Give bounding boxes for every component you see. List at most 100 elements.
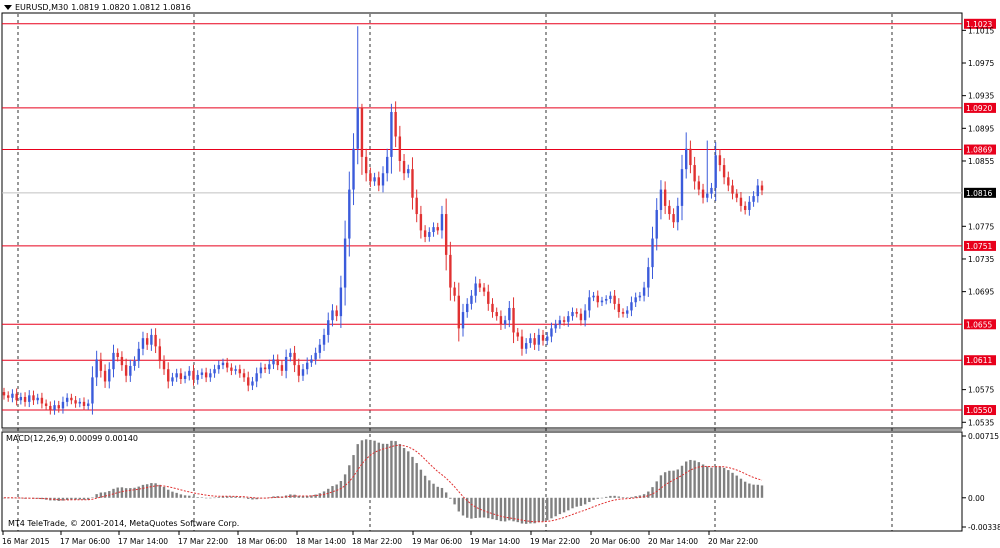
candle-body: [108, 369, 111, 382]
macd-histogram-bar: [571, 497, 574, 509]
candle-body: [335, 310, 338, 317]
candle-body: [609, 295, 612, 299]
macd-histogram-bar: [617, 496, 621, 498]
candle-body: [141, 338, 145, 349]
macd-histogram-bar: [722, 467, 726, 498]
macd-histogram-bar: [579, 497, 583, 506]
time-tick-label: 17 Mar 14:00: [118, 537, 168, 546]
macd-histogram-bar: [171, 491, 174, 498]
macd-histogram-bar: [335, 484, 338, 498]
candle-body: [251, 381, 254, 386]
candle-body: [188, 370, 191, 376]
macd-histogram-bar: [516, 497, 519, 523]
candle-body: [482, 287, 486, 292]
macd-histogram-bar: [689, 459, 692, 498]
candle-body: [78, 401, 81, 404]
price-level-tag: [964, 18, 996, 29]
candle-body: [685, 148, 688, 170]
candle-body: [369, 173, 372, 182]
candle-body: [604, 298, 608, 301]
candle-body: [2, 392, 6, 396]
candle-body: [99, 359, 103, 371]
chart-title[interactable]: EURUSD,M30 1.0819 1.0820 1.0812 1.0816: [4, 3, 191, 12]
macd-histogram-bar: [95, 494, 98, 498]
candle-body: [183, 375, 187, 380]
time-tick-label: 19 Mar 22:00: [530, 537, 580, 546]
candle-body: [179, 373, 183, 380]
macd-histogram-bar: [242, 497, 246, 499]
macd-indicator: [2, 439, 764, 524]
macd-histogram-bar: [752, 484, 755, 498]
candle-body: [432, 227, 435, 233]
macd-histogram-bar: [398, 444, 402, 498]
candle-body: [36, 397, 39, 401]
candle-body: [659, 189, 663, 210]
macd-histogram-bar: [626, 497, 629, 498]
macd-histogram-bar: [360, 440, 364, 498]
macd-histogram-bar: [343, 474, 347, 498]
macd-histogram-bar: [158, 484, 162, 498]
macd-histogram-bar: [592, 497, 595, 500]
macd-histogram-bar: [373, 440, 376, 498]
price-tick-label: 1.0775: [968, 222, 994, 231]
candle-body: [760, 185, 764, 191]
candle-body: [617, 303, 621, 313]
price-level-label: 1.0869: [966, 146, 992, 155]
macd-histogram-bar: [600, 497, 604, 499]
macd-histogram-bar: [743, 481, 747, 498]
candle-body: [280, 365, 284, 371]
candle-body: [537, 334, 541, 345]
candles: [2, 26, 764, 415]
candle-body: [596, 295, 599, 303]
macd-histogram-bar: [588, 497, 591, 502]
candle-body: [718, 155, 722, 166]
macd-histogram-bar: [478, 497, 482, 518]
macd-histogram-bar: [297, 495, 300, 498]
candle-body: [268, 364, 271, 370]
candle-body: [318, 344, 322, 353]
candle-body: [327, 320, 330, 335]
candle-body: [196, 374, 199, 380]
macd-histogram-bar: [621, 497, 625, 498]
candle-body: [40, 397, 44, 404]
candle-body: [238, 369, 242, 374]
candle-body: [7, 395, 10, 398]
candle-body: [306, 362, 309, 370]
candle-body: [221, 362, 225, 366]
candle-body: [82, 401, 86, 406]
candle-body: [567, 316, 570, 322]
chart-menu-icon[interactable]: [4, 5, 12, 10]
candle-body: [213, 369, 216, 374]
macd-histogram-bar: [108, 491, 111, 498]
candle-body: [57, 405, 60, 409]
macd-histogram-bar: [672, 470, 675, 498]
macd-histogram-bar: [133, 487, 136, 498]
macd-histogram-bar: [524, 497, 528, 524]
macd-histogram-bar: [137, 486, 140, 498]
macd-histogram-bar: [508, 497, 511, 521]
candle-body: [444, 214, 448, 255]
macd-histogram-bar: [129, 488, 132, 498]
price-level-tag: [964, 240, 996, 251]
macd-histogram-bar: [204, 497, 208, 499]
candle-body: [154, 334, 157, 347]
candle-body: [192, 370, 195, 380]
macd-histogram-bar: [583, 497, 587, 505]
candle-body: [234, 369, 237, 371]
candle-body: [65, 397, 69, 402]
macd-histogram-bar: [192, 496, 195, 498]
candle-body: [626, 310, 629, 314]
macd-histogram-bar: [289, 494, 292, 498]
macd-histogram-bar: [440, 487, 444, 498]
macd-histogram-bar: [474, 497, 477, 519]
grid: [1, 12, 963, 532]
candle-body: [19, 396, 23, 401]
macd-histogram-bar: [630, 496, 633, 498]
candle-body: [470, 295, 473, 304]
symbol-label: EURUSD,M30: [15, 3, 69, 12]
price-tick-label: 1.0535: [968, 418, 994, 427]
macd-histogram-bar: [238, 496, 242, 498]
macd-histogram-bar: [196, 497, 199, 498]
copyright-text: MT4 TeleTrade, © 2001-2014, MetaQuotes S…: [8, 519, 240, 528]
